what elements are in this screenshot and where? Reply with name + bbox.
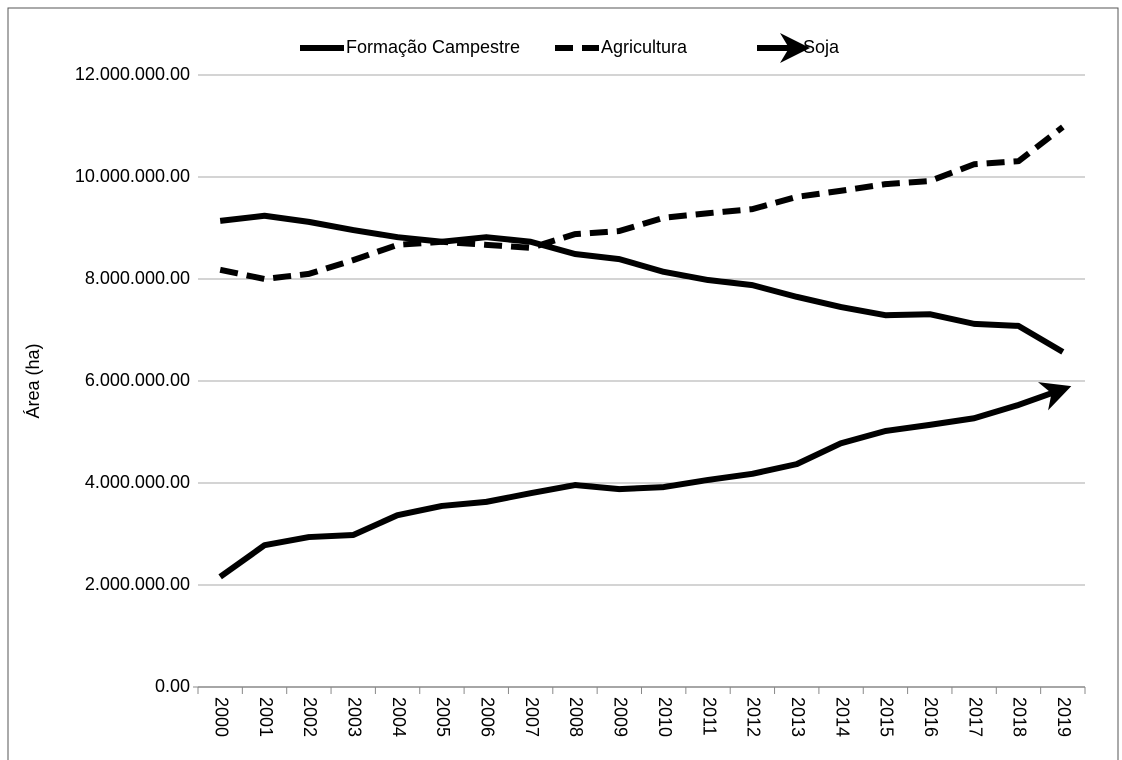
y-tick-label: 8.000.000.00 — [85, 268, 190, 288]
x-tick-label: 2008 — [566, 697, 586, 737]
x-tick-label: 2004 — [389, 697, 409, 737]
chart-frame — [7, 7, 1119, 760]
x-tick-label: 2011 — [699, 697, 719, 736]
x-tick-label: 2005 — [433, 697, 453, 737]
x-tick-label: 2003 — [344, 697, 364, 737]
y-tick-label: 6.000.000.00 — [85, 370, 190, 390]
legend-label: Formação Campestre — [346, 37, 520, 57]
x-tick-label: 2006 — [478, 697, 498, 737]
y-tick-label: 2.000.000.00 — [85, 574, 190, 594]
x-tick-label: 2018 — [1010, 697, 1030, 737]
y-tick-label: 4.000.000.00 — [85, 472, 190, 492]
y-tick-label: 10.000.000.00 — [75, 166, 190, 186]
x-tick-label: 2014 — [832, 697, 852, 737]
y-tick-label: 0.00 — [155, 676, 190, 696]
x-tick-label: 2012 — [744, 697, 764, 737]
x-tick-label: 2009 — [611, 697, 631, 737]
x-tick-label: 2013 — [788, 697, 808, 737]
legend-label: Soja — [803, 37, 840, 57]
x-tick-label: 2010 — [655, 697, 675, 737]
x-tick-label: 2007 — [522, 697, 542, 737]
x-tick-label: 2019 — [1054, 697, 1074, 737]
series-line — [219, 212, 1065, 355]
x-tick-label: 2017 — [965, 697, 985, 737]
series-line — [218, 382, 1072, 580]
x-tick-label: 2000 — [211, 697, 231, 737]
x-tick-label: 2016 — [921, 697, 941, 737]
x-tick-label: 2002 — [300, 697, 320, 737]
x-tick-label: 2015 — [877, 697, 897, 737]
series-line — [219, 124, 1065, 282]
y-tick-label: 12.000.000.00 — [75, 64, 190, 84]
legend-label: Agricultura — [601, 37, 688, 57]
x-tick-label: 2001 — [256, 697, 276, 737]
y-axis-label: Área (ha) — [23, 343, 43, 418]
